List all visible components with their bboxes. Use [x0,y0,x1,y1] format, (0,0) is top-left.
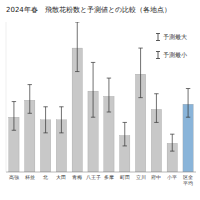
y-axis [6,22,7,172]
x-tick-label: 府中 [151,174,161,180]
error-line [156,94,157,123]
error-line [188,89,189,118]
x-tick-label: 八王子 [86,175,101,180]
x-tick-label-line: 青梅 [72,174,82,180]
error-cap [107,112,111,113]
legend-icon [158,52,159,59]
legend-icon [156,33,160,34]
error-bar [186,89,190,118]
error-line [61,107,62,133]
x-tick-label: 青梅 [72,174,82,180]
error-bar [154,94,158,123]
legend-icon [156,51,160,52]
error-cap [43,106,47,107]
legend-item: 予測最大 [156,34,187,41]
error-bar [91,62,95,117]
x-tick-label-line: 府中 [151,174,161,180]
x-tick-label: 大田 [56,174,66,180]
error-cap [186,88,190,89]
error-cap [59,132,63,133]
error-cap [75,71,79,72]
x-tick-label: 高強 [9,174,19,180]
x-tick-label-line: 杯並 [24,174,35,180]
error-cap [107,78,111,79]
error-cap [28,84,32,85]
title: 2024年春 飛散花粉数と予測値との比較（各地点） [6,6,171,14]
error-bar [170,134,174,151]
error-line [13,102,14,131]
x-tick-label-line: 町田 [120,175,130,180]
error-cap [28,113,32,114]
legend-label: 予測最小 [163,52,187,58]
legend-label: 予測最大 [163,34,187,40]
error-bar [28,85,32,114]
error-cap [91,117,95,118]
x-tick-label: 多摩 [104,174,114,180]
x-tick-label-line: 八王子 [86,175,101,180]
error-line [108,78,109,112]
error-cap [138,97,142,98]
error-cap [154,93,158,94]
error-cap [123,145,127,146]
error-cap [154,122,158,123]
x-tick-label: 町田 [120,175,130,180]
legend-icon [156,40,160,41]
x-tick-label: 区全平均 [183,174,193,186]
error-cap [75,22,79,23]
error-bar [107,78,111,112]
x-tick-label-line: 平均 [183,180,193,186]
error-bar [59,107,63,133]
chart: 2024年春 飛散花粉数と予測値との比較（各地点） 高強杯並 北 大田青梅八王子多摩 町… [0,0,200,200]
marks [9,22,193,172]
legend-icon [158,34,159,41]
legend-icon [156,58,160,59]
error-cap [170,151,174,152]
error-cap [123,122,127,123]
error-cap [12,101,16,102]
x-tick-label-line: 小平 [167,174,177,180]
error-bar [138,48,142,98]
error-cap [170,134,174,135]
x-tick-label-line: 北 [43,174,48,180]
x-tick-label-line: 大田 [56,174,66,180]
x-tick-label: 北 [43,174,48,180]
x-tick-label-line: 高強 [9,174,19,180]
error-cap [138,48,142,49]
error-line [172,134,173,151]
error-bar [43,107,47,133]
x-tick-label: 立川 [136,174,146,180]
error-bar [12,102,16,131]
error-cap [91,62,95,63]
error-line [45,107,46,133]
error-line [124,122,125,145]
error-line [29,85,30,114]
error-cap [12,130,16,131]
x-tick-label-line: 区全 [183,174,193,180]
legend-item: 予測最小 [156,52,187,59]
error-line [140,48,141,98]
error-line [93,62,94,117]
error-cap [43,132,47,133]
x-tick-label: 小平 [167,174,177,180]
error-cap [186,117,190,118]
x-tick-label-line: 多摩 [104,174,114,180]
error-line [77,22,78,72]
error-bar [123,122,127,145]
x-tick-label-line: 立川 [136,174,146,180]
error-bar [75,22,79,72]
error-cap [59,106,63,107]
x-tick-label: 杯並 [24,174,35,180]
x-axis [6,172,196,173]
